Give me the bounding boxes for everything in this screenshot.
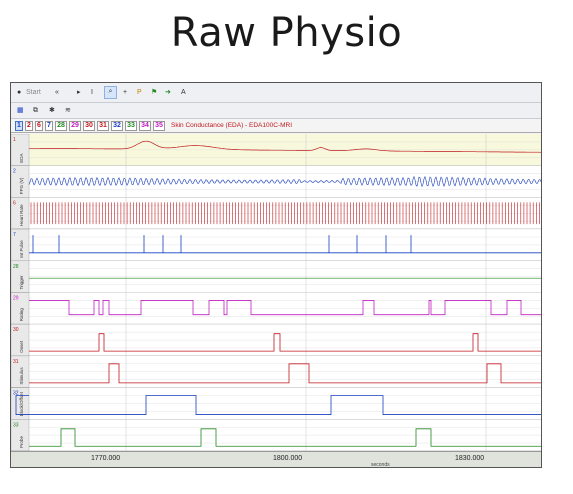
lane-label-1: EDA (19, 153, 24, 162)
lane-number-6: 6 (13, 200, 16, 206)
lane-number-30: 30 (13, 327, 19, 333)
onset-pulses (29, 333, 541, 352)
lane-number-33: 33 (13, 422, 19, 428)
annotate-icon[interactable]: A (181, 89, 186, 96)
stimulus-pulses (29, 363, 541, 384)
channel-tab-34[interactable]: 34 (139, 121, 151, 131)
pointer-cursor-icon[interactable]: ▸ (77, 89, 81, 96)
active-channel-title: Skin Conductance (EDA) - EDA100C-MRI (171, 122, 293, 129)
int-pulse-spikes (29, 235, 541, 254)
channel-tab-6[interactable]: 6 (35, 121, 43, 131)
flag-icon[interactable]: ⚑ (151, 89, 158, 96)
lane-label-31: Stimulus (19, 367, 24, 385)
rewind-icon[interactable]: « (55, 89, 59, 96)
channel-tab-31[interactable]: 31 (97, 121, 109, 131)
lane-label-7: Int Pulse (19, 240, 24, 258)
settings-icon[interactable]: ✱ (49, 107, 55, 114)
lane-number-2: 2 (13, 169, 16, 175)
time-axis: 1770.000 1800.000 1830.000 seconds (11, 451, 541, 468)
probe-pulses (29, 428, 541, 447)
lane-number-29: 29 (13, 296, 19, 302)
marker-icon[interactable]: P (137, 89, 142, 96)
channel-tab-7[interactable]: 7 (45, 121, 53, 131)
lane-number-31: 31 (13, 359, 19, 365)
record-icon[interactable]: ● (17, 89, 22, 96)
crosshair-icon[interactable]: + (123, 89, 128, 96)
secondary-toolbar: ▦ ⧉ ✱ ≋ (11, 103, 541, 119)
lane-label-6: Heart Rate (19, 204, 24, 226)
channel-plot-area[interactable]: 1 EDA 2 PPG (V) 6 Heart Rate 7 Int Pulse 28 Trigg… (10, 133, 542, 452)
channel-tab-29[interactable]: 29 (69, 121, 81, 131)
acqknowledge-window: ● Start « ▸ I ⌕ + P ⚑ ➜ A ▦ ⧉ ✱ ≋ 1 2 6 7 28… (10, 82, 542, 468)
time-tick-2: 1800.000 (273, 455, 303, 462)
channel-tab-30[interactable]: 30 (83, 121, 95, 131)
channel-tab-1[interactable]: 1 (15, 121, 23, 131)
zoom-icon[interactable]: ⌕ (104, 86, 117, 99)
page-title: Raw Physio (170, 10, 403, 56)
copy-icon[interactable]: ⧉ (33, 107, 38, 114)
eda-waveform (29, 140, 542, 153)
channel-tab-35[interactable]: 35 (153, 121, 165, 131)
channel-tab-28[interactable]: 28 (55, 121, 67, 131)
heart-rate-ticks (30, 202, 540, 225)
time-unit-label: seconds (371, 462, 390, 468)
main-toolbar: ● Start « ▸ I ⌕ + P ⚑ ➜ A (11, 83, 541, 103)
lane-label-33: Probe (19, 435, 24, 448)
rating-square-wave (29, 300, 541, 316)
channel-tab-bar: 1 2 6 7 28 29 30 31 32 33 34 35 Skin Conductance (ED… (11, 119, 541, 133)
channel-tab-33[interactable]: 33 (125, 121, 137, 131)
grid-icon[interactable]: ▦ (17, 107, 24, 114)
lane-label-30: Onset (19, 340, 24, 353)
channel-tab-2[interactable]: 2 (25, 121, 33, 131)
time-tick-1: 1770.000 (91, 455, 121, 462)
ppg-waveform (28, 175, 542, 188)
channel-tab-32[interactable]: 32 (111, 121, 123, 131)
ibeam-cursor-icon[interactable]: I (91, 89, 93, 96)
lane-number-32: 32 (13, 391, 19, 397)
lane-label-29: Rating (19, 308, 24, 322)
lane-number-7: 7 (13, 232, 16, 238)
lane-label-28: Trigger (19, 275, 24, 290)
time-tick-3: 1830.000 (455, 455, 485, 462)
arrow-icon[interactable]: ➜ (165, 89, 171, 96)
lane-label-2: PPG (V) (19, 177, 24, 194)
start-button[interactable]: Start (26, 89, 41, 96)
lane-label-32: Block/Offset (19, 391, 24, 416)
lane-number-1: 1 (13, 137, 16, 143)
lane-number-28: 28 (13, 264, 19, 270)
waveform-icon[interactable]: ≋ (65, 107, 71, 114)
block-square-wave (15, 395, 541, 415)
